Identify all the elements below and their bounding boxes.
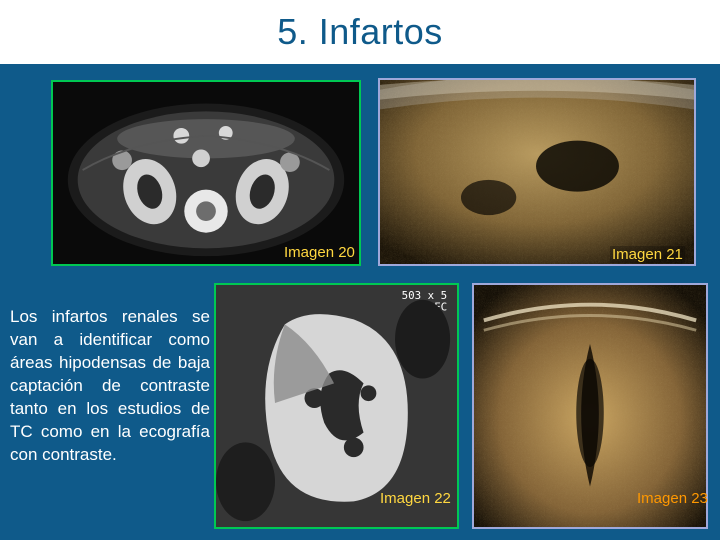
panel-imagen-21 bbox=[378, 78, 696, 266]
title-band: 5. Infartos bbox=[0, 0, 720, 64]
panel-imagen-20 bbox=[51, 80, 361, 266]
caption-imagen-21: Imagen 21 bbox=[610, 246, 685, 263]
caption-imagen-23: Imagen 23 bbox=[635, 490, 710, 507]
caption-imagen-22: Imagen 22 bbox=[378, 490, 453, 507]
ultrasound-image-21 bbox=[380, 80, 694, 264]
slide-title: 5. Infartos bbox=[277, 11, 443, 53]
ct-image-20 bbox=[53, 82, 359, 264]
caption-imagen-20: Imagen 20 bbox=[282, 244, 357, 261]
body-text: Los infartos renales se van a identifica… bbox=[10, 306, 210, 467]
